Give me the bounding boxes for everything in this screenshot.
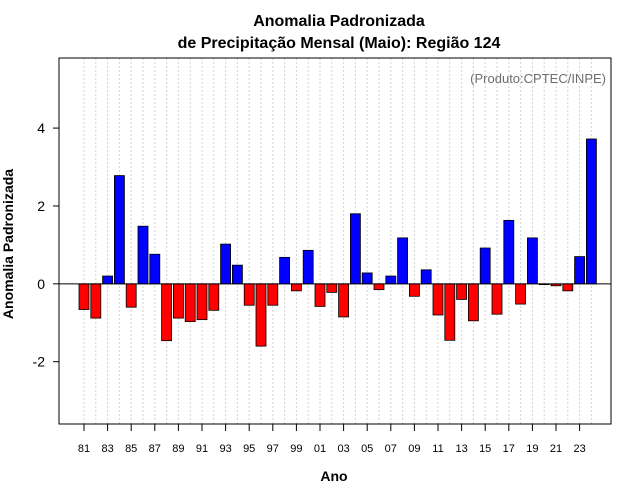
x-tick-label: 19 xyxy=(526,443,538,455)
bar-17 xyxy=(503,219,515,285)
x-tick-label: 85 xyxy=(125,443,137,455)
chart-title-line1: Anomalia Padronizada xyxy=(253,13,425,30)
bar-14 xyxy=(467,283,479,322)
bar-85 xyxy=(125,283,137,308)
bar-15 xyxy=(479,247,491,285)
bar-10 xyxy=(420,269,432,285)
bar-19 xyxy=(527,237,538,285)
bar-01 xyxy=(314,283,326,307)
bar-94 xyxy=(231,264,243,285)
x-tick-label: 95 xyxy=(243,443,255,455)
bar-93 xyxy=(220,243,232,285)
x-axis: 81 83 85 87 89 91 93 95 97 99 01 03 05 07 09 11 13 15 17 19… xyxy=(78,424,586,455)
bar-22 xyxy=(562,283,574,292)
bar-05 xyxy=(361,272,373,285)
bar-03 xyxy=(338,283,350,318)
x-tick-label: 83 xyxy=(101,443,113,455)
bar-91 xyxy=(196,283,208,321)
x-axis-label: Ano xyxy=(320,468,347,484)
bar-95 xyxy=(243,283,255,306)
bar-88 xyxy=(161,283,173,342)
y-tick-label: 2 xyxy=(37,198,45,214)
source-annotation: (Produto:CPTEC/INPE) xyxy=(470,71,606,86)
bar-23 xyxy=(574,256,585,285)
x-tick-label: 03 xyxy=(337,443,349,455)
y-tick-label: -2 xyxy=(33,354,46,370)
x-tick-label: 91 xyxy=(196,443,208,455)
x-tick-label: 21 xyxy=(550,443,562,455)
x-tick-label: 15 xyxy=(479,443,491,455)
bar-87 xyxy=(149,253,161,285)
y-tick-label: 0 xyxy=(37,276,45,292)
bar-08 xyxy=(397,237,409,285)
bar-02 xyxy=(326,283,338,293)
x-tick-label: 13 xyxy=(455,443,467,455)
bar-99 xyxy=(290,283,302,292)
x-tick-label: 01 xyxy=(314,443,326,455)
bar-82 xyxy=(90,283,102,319)
y-axis-label: Anomalia Padronizada xyxy=(0,169,16,319)
x-tick-label: 81 xyxy=(78,443,90,455)
bar-24 xyxy=(586,138,597,285)
chart-title-line2: de Precipitação Mensal (Maio): Região 12… xyxy=(178,35,501,52)
x-tick-label: 05 xyxy=(361,443,373,455)
bar-96 xyxy=(255,283,267,347)
bar-13 xyxy=(456,283,468,300)
bar-16 xyxy=(491,283,503,315)
bar-18 xyxy=(515,283,526,305)
plot-frame xyxy=(58,57,612,425)
x-tick-label: 09 xyxy=(408,443,420,455)
x-tick-label: 93 xyxy=(219,443,231,455)
bar-86 xyxy=(137,225,149,285)
bar-04 xyxy=(349,213,361,285)
bar-00 xyxy=(302,249,314,285)
x-tick-label: 17 xyxy=(503,443,515,455)
bar-11 xyxy=(432,283,444,316)
bar-09 xyxy=(408,283,420,297)
bar-92 xyxy=(208,283,220,311)
bar-90 xyxy=(184,283,196,322)
gridlines xyxy=(83,58,592,424)
bar-83 xyxy=(102,275,113,285)
bar-06 xyxy=(373,283,385,291)
x-tick-label: 07 xyxy=(385,443,397,455)
bar-98 xyxy=(279,256,291,285)
bars xyxy=(78,138,597,347)
x-tick-label: 23 xyxy=(573,443,585,455)
x-tick-label: 87 xyxy=(149,443,161,455)
x-tick-label: 97 xyxy=(267,443,279,455)
bar-07 xyxy=(385,275,397,285)
y-tick-label: 4 xyxy=(37,120,45,136)
x-tick-label: 99 xyxy=(290,443,302,455)
bar-81 xyxy=(78,283,90,310)
bar-84 xyxy=(114,175,125,285)
x-tick-label: 11 xyxy=(432,443,443,455)
bar-89 xyxy=(172,283,184,319)
x-tick-label: 89 xyxy=(172,443,184,455)
bar-12 xyxy=(444,283,456,341)
bar-97 xyxy=(267,283,279,306)
y-axis: -2 0 2 4 xyxy=(33,120,59,370)
